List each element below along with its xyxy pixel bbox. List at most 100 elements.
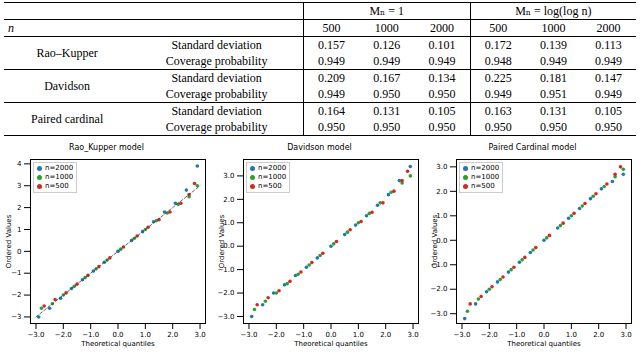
- html-text:0.172: 0.172: [484, 38, 512, 52]
- html-text:0.949: 0.949: [595, 87, 622, 101]
- html-text:0.949: 0.949: [318, 54, 346, 68]
- html-text:0.949: 0.949: [318, 87, 346, 101]
- svg-text:−2: −2: [11, 291, 21, 299]
- html-text:0.105: 0.105: [428, 104, 456, 118]
- html-text:0.101: 0.101: [428, 38, 456, 52]
- html-text:0.163: 0.163: [484, 104, 512, 118]
- html-text:0.209: 0.209: [318, 71, 346, 85]
- svg-text:3: 3: [17, 182, 21, 190]
- html-text:0.147: 0.147: [595, 71, 622, 85]
- html-text:0.181: 0.181: [539, 71, 567, 85]
- svg-text:0.0: 0.0: [223, 242, 235, 251]
- html-text:0.949: 0.949: [428, 54, 456, 68]
- html-text:0.950: 0.950: [373, 120, 401, 134]
- svg-text:Ordered Values: Ordered Values: [5, 214, 13, 268]
- html-text:0.949: 0.949: [595, 54, 622, 68]
- svg-text:2.0: 2.0: [436, 188, 447, 196]
- html-text:Coverage probability: Coverage probability: [165, 87, 268, 101]
- svg-text:0.0: 0.0: [325, 331, 336, 339]
- svg-text:2.0: 2.0: [167, 331, 178, 339]
- html-text:0.950: 0.950: [318, 120, 346, 134]
- svg-text:Theoretical quantiles: Theoretical quantiles: [506, 340, 581, 348]
- svg-text:−3: −3: [11, 313, 21, 321]
- svg-text:0.0: 0.0: [112, 331, 123, 339]
- html-text:Coverage probability: Coverage probability: [165, 54, 268, 68]
- svg-text:3.0: 3.0: [436, 163, 447, 171]
- html-text:0.131: 0.131: [539, 104, 567, 118]
- html-text:2000: 2000: [596, 21, 621, 35]
- svg-text:−2.0: −2.0: [218, 289, 235, 297]
- html-text:Coverage probability: Coverage probability: [165, 120, 268, 134]
- svg-text:0.0: 0.0: [538, 331, 549, 339]
- svg-text:−1.0: −1.0: [295, 331, 312, 339]
- html-text:Paired cardinal: Paired cardinal: [31, 112, 104, 126]
- svg-text:−3.0: −3.0: [431, 310, 448, 318]
- html-text:0.167: 0.167: [373, 71, 401, 85]
- svg-text:Theoretical quantiles: Theoretical quantiles: [80, 340, 155, 348]
- svg-text:−3.0: −3.0: [240, 331, 257, 339]
- svg-text:2.0: 2.0: [223, 196, 234, 204]
- html-text:Rao–Kupper: Rao–Kupper: [36, 46, 98, 60]
- html-text:0.105: 0.105: [595, 104, 622, 118]
- svg-text:−2.0: −2.0: [481, 331, 498, 339]
- svg-text:−3.0: −3.0: [218, 313, 235, 321]
- html-text:0.131: 0.131: [373, 104, 401, 118]
- svg-text:−1.0: −1.0: [217, 265, 235, 274]
- html-text:Mₙ = log(log n): Mₙ = log(log n): [515, 4, 592, 18]
- html-text:0.950: 0.950: [484, 120, 512, 134]
- svg-text:Ordered Values: Ordered Values: [218, 214, 226, 268]
- svg-text:3.0: 3.0: [620, 331, 631, 339]
- html-text:Standard deviation: Standard deviation: [171, 71, 262, 85]
- html-text:Standard deviation: Standard deviation: [171, 104, 262, 118]
- html-text:1000: 1000: [374, 21, 399, 35]
- html-text:1000: 1000: [541, 21, 566, 35]
- svg-text:3.0: 3.0: [223, 172, 234, 180]
- html-text:Mₙ = 1: Mₙ = 1: [369, 4, 405, 18]
- svg-text:−1.0: −1.0: [82, 331, 99, 339]
- html-text:0.949: 0.949: [373, 54, 401, 68]
- svg-text:1.0: 1.0: [353, 331, 364, 339]
- svg-text:4: 4: [17, 160, 22, 168]
- html-text:2000: 2000: [429, 21, 454, 35]
- html-text:0.948: 0.948: [484, 54, 512, 68]
- html-text:0.134: 0.134: [428, 71, 456, 85]
- html-text:Standard deviation: Standard deviation: [171, 38, 262, 52]
- svg-text:0: 0: [17, 248, 21, 256]
- html-text:0.157: 0.157: [318, 38, 346, 52]
- html-text:0.950: 0.950: [595, 120, 622, 134]
- html-text:0.139: 0.139: [539, 38, 567, 52]
- html-text:0.949: 0.949: [539, 54, 567, 68]
- html-text:0.949: 0.949: [484, 87, 512, 101]
- html-text:0.950: 0.950: [428, 120, 456, 134]
- svg-text:1.0: 1.0: [566, 331, 577, 339]
- svg-text:1: 1: [17, 226, 21, 234]
- html-text:500: 500: [322, 21, 341, 35]
- svg-text:Theoretical quantiles: Theoretical quantiles: [293, 340, 368, 348]
- html-text:0.113: 0.113: [595, 38, 622, 52]
- html-text:Davidson model: Davidson model: [287, 143, 352, 152]
- svg-text:2.0: 2.0: [380, 331, 391, 339]
- svg-text:−2.0: −2.0: [268, 331, 285, 339]
- svg-text:−1.0: −1.0: [508, 331, 525, 339]
- html-text:0.126: 0.126: [373, 38, 401, 52]
- html-text:0.950: 0.950: [428, 87, 456, 101]
- html-text:Davidson: Davidson: [44, 79, 91, 93]
- svg-text:−1: −1: [11, 269, 21, 277]
- svg-text:−2.0: −2.0: [55, 331, 72, 339]
- html-text:0.950: 0.950: [373, 87, 401, 101]
- svg-text:Ordered Values: Ordered Values: [431, 214, 439, 268]
- html-text:0.951: 0.951: [539, 87, 567, 101]
- html-text:Rao_Kupper model: Rao_Kupper model: [69, 143, 144, 152]
- svg-text:2.0: 2.0: [593, 331, 604, 339]
- svg-text:3.0: 3.0: [407, 331, 418, 339]
- html-text:0.164: 0.164: [318, 104, 346, 118]
- html-text:0.950: 0.950: [539, 120, 567, 134]
- svg-text:−3.0: −3.0: [453, 331, 470, 339]
- svg-text:−3.0: −3.0: [27, 331, 44, 339]
- html-text:0.225: 0.225: [484, 71, 512, 85]
- svg-text:−2.0: −2.0: [431, 285, 448, 293]
- svg-text:1.0: 1.0: [140, 331, 151, 339]
- html-text:500: 500: [489, 21, 508, 35]
- svg-text:2: 2: [17, 204, 21, 212]
- svg-text:3.0: 3.0: [194, 331, 205, 339]
